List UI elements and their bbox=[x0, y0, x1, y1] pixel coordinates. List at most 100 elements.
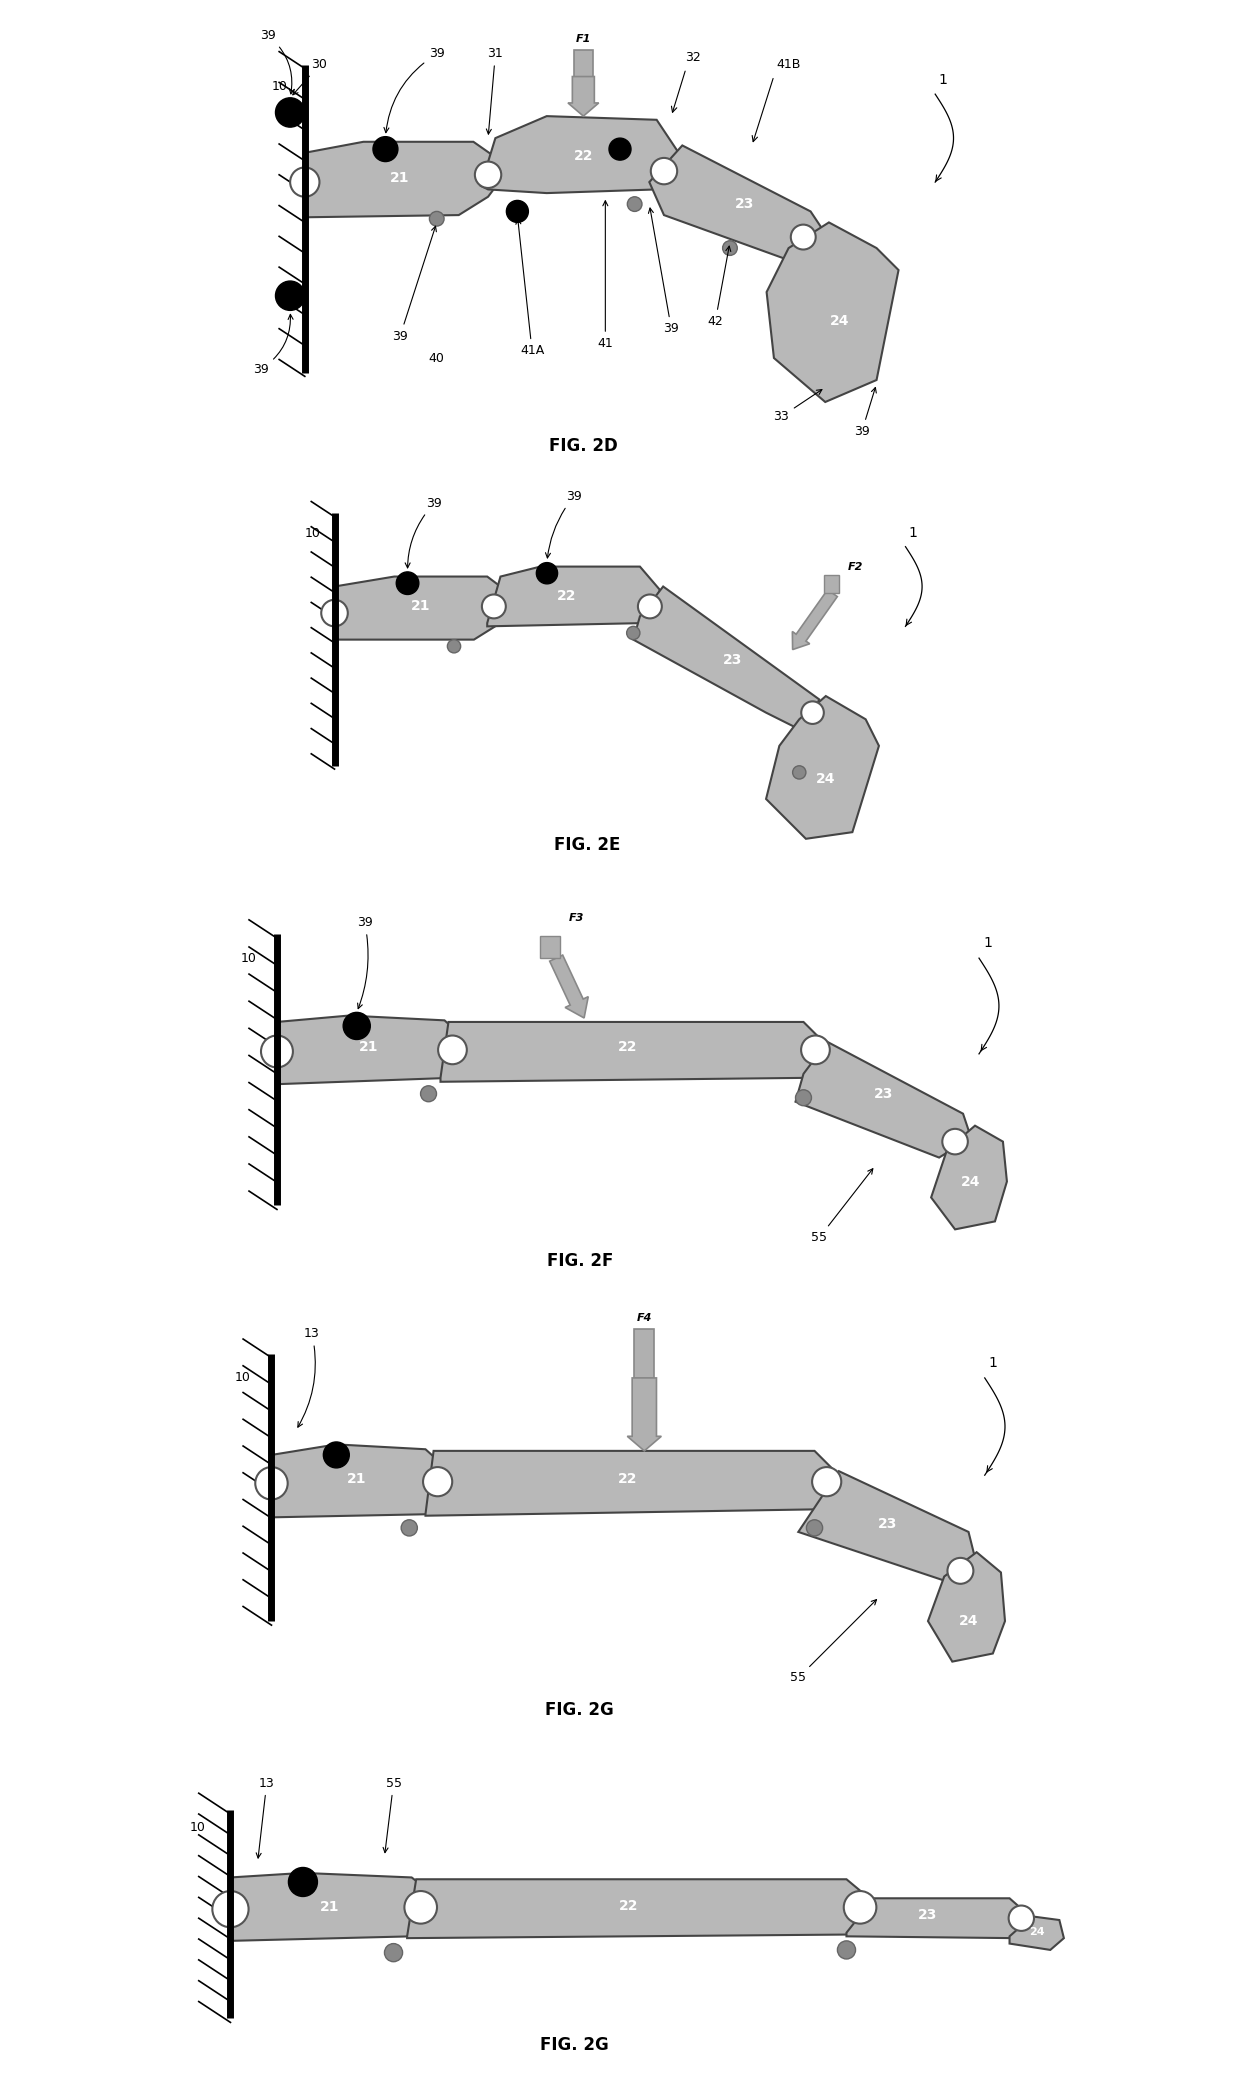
Polygon shape bbox=[931, 1125, 1007, 1230]
Text: 39: 39 bbox=[854, 388, 877, 438]
Circle shape bbox=[429, 210, 444, 225]
Text: 22: 22 bbox=[557, 590, 577, 604]
Text: 41: 41 bbox=[598, 200, 614, 350]
Circle shape bbox=[1008, 1905, 1034, 1932]
Polygon shape bbox=[799, 1471, 977, 1580]
FancyArrow shape bbox=[568, 77, 599, 117]
Circle shape bbox=[275, 281, 305, 311]
Bar bbox=[541, 936, 560, 959]
Text: 39: 39 bbox=[392, 227, 436, 342]
Circle shape bbox=[482, 594, 506, 619]
Text: 39: 39 bbox=[357, 917, 372, 1009]
Text: 13: 13 bbox=[298, 1328, 320, 1428]
Text: 10: 10 bbox=[272, 81, 288, 94]
Polygon shape bbox=[272, 1444, 450, 1517]
Circle shape bbox=[801, 1036, 830, 1065]
Circle shape bbox=[404, 1890, 436, 1924]
Circle shape bbox=[321, 600, 347, 627]
Circle shape bbox=[843, 1890, 877, 1924]
Text: 55: 55 bbox=[383, 1778, 402, 1853]
Circle shape bbox=[651, 158, 677, 183]
Polygon shape bbox=[634, 586, 820, 734]
Text: 21: 21 bbox=[347, 1471, 366, 1486]
Polygon shape bbox=[305, 142, 510, 217]
Text: 41A: 41A bbox=[516, 219, 544, 356]
Polygon shape bbox=[1009, 1917, 1064, 1951]
Text: 22: 22 bbox=[574, 150, 593, 163]
Circle shape bbox=[947, 1559, 973, 1584]
Circle shape bbox=[792, 765, 806, 779]
Text: 41B: 41B bbox=[776, 58, 801, 71]
Text: 1: 1 bbox=[988, 1357, 998, 1369]
Polygon shape bbox=[650, 146, 826, 263]
Text: 22: 22 bbox=[619, 1040, 637, 1055]
Circle shape bbox=[837, 1940, 856, 1959]
Text: F4: F4 bbox=[636, 1313, 652, 1323]
Circle shape bbox=[212, 1890, 248, 1928]
Circle shape bbox=[537, 563, 558, 584]
Text: 1: 1 bbox=[909, 525, 918, 540]
FancyArrow shape bbox=[792, 590, 837, 650]
Text: 39: 39 bbox=[253, 315, 293, 375]
Polygon shape bbox=[425, 1450, 838, 1515]
Circle shape bbox=[723, 242, 738, 256]
Circle shape bbox=[402, 1519, 418, 1536]
Text: 1: 1 bbox=[939, 73, 947, 88]
Text: 55: 55 bbox=[811, 1169, 873, 1244]
Circle shape bbox=[791, 225, 816, 250]
Circle shape bbox=[423, 1467, 453, 1496]
Circle shape bbox=[343, 1013, 371, 1040]
Text: 32: 32 bbox=[686, 50, 701, 65]
Text: 31: 31 bbox=[486, 48, 503, 133]
Circle shape bbox=[384, 1944, 403, 1961]
Text: 13: 13 bbox=[257, 1778, 274, 1859]
Bar bbox=[574, 50, 593, 77]
Polygon shape bbox=[487, 567, 660, 627]
FancyArrow shape bbox=[549, 954, 588, 1017]
Text: FIG. 2G: FIG. 2G bbox=[546, 1701, 614, 1719]
Circle shape bbox=[289, 1867, 317, 1896]
Polygon shape bbox=[277, 1015, 469, 1084]
Bar bbox=[634, 1330, 655, 1378]
Text: 21: 21 bbox=[412, 600, 430, 613]
Text: 24: 24 bbox=[816, 771, 836, 786]
Polygon shape bbox=[335, 577, 513, 640]
Polygon shape bbox=[440, 1021, 827, 1082]
Circle shape bbox=[275, 98, 305, 127]
Circle shape bbox=[801, 702, 823, 723]
Text: F2: F2 bbox=[848, 561, 863, 571]
Text: 23: 23 bbox=[878, 1517, 898, 1532]
Text: F1: F1 bbox=[575, 33, 591, 44]
Circle shape bbox=[448, 640, 460, 652]
Circle shape bbox=[627, 196, 642, 210]
Text: 21: 21 bbox=[320, 1901, 340, 1915]
Text: FIG. 2F: FIG. 2F bbox=[547, 1252, 614, 1271]
Circle shape bbox=[290, 167, 320, 196]
Text: 39: 39 bbox=[546, 490, 582, 559]
Text: 24: 24 bbox=[959, 1615, 978, 1628]
Circle shape bbox=[942, 1130, 968, 1155]
Circle shape bbox=[609, 138, 631, 160]
Text: 24: 24 bbox=[1029, 1928, 1044, 1936]
Polygon shape bbox=[847, 1899, 1032, 1938]
Circle shape bbox=[420, 1086, 436, 1102]
Text: 22: 22 bbox=[619, 1899, 639, 1913]
Circle shape bbox=[806, 1519, 822, 1536]
Text: 10: 10 bbox=[236, 1371, 250, 1384]
Text: 10: 10 bbox=[241, 952, 257, 965]
Text: FIG. 2G: FIG. 2G bbox=[541, 2036, 609, 2055]
Circle shape bbox=[637, 594, 662, 619]
Bar bbox=[825, 575, 839, 594]
Circle shape bbox=[626, 627, 640, 640]
Circle shape bbox=[397, 571, 419, 594]
Circle shape bbox=[506, 200, 528, 223]
Polygon shape bbox=[407, 1880, 874, 1938]
Circle shape bbox=[475, 163, 501, 188]
Polygon shape bbox=[928, 1553, 1004, 1661]
Circle shape bbox=[438, 1036, 466, 1065]
Polygon shape bbox=[766, 223, 899, 402]
Text: 23: 23 bbox=[874, 1086, 893, 1100]
Text: 42: 42 bbox=[707, 246, 730, 327]
Text: 39: 39 bbox=[260, 29, 294, 94]
Text: 33: 33 bbox=[774, 390, 822, 423]
